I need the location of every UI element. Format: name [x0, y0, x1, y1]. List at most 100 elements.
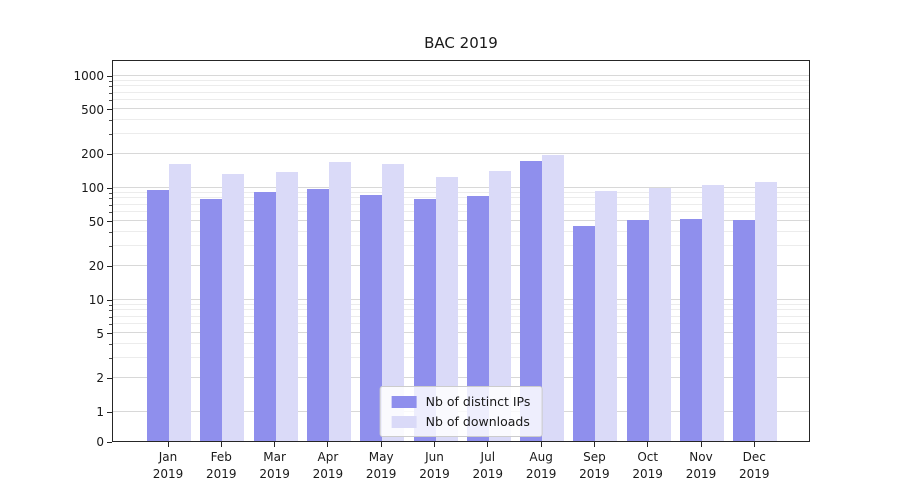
y-tick: [107, 265, 112, 267]
bar-downloads: [382, 164, 405, 441]
bar-distinct-ips: [626, 219, 649, 441]
grid-line-minor: [113, 85, 809, 87]
legend-swatch-downloads-icon: [391, 415, 417, 428]
y-minor-tick: [109, 232, 112, 234]
x-tick: [540, 442, 542, 447]
bar-distinct-ips: [466, 196, 489, 441]
x-tick: [327, 442, 329, 447]
grid-line-minor: [113, 191, 809, 193]
bar-distinct-ips: [360, 194, 383, 441]
x-tick-label: Apr 2019: [312, 450, 344, 481]
x-tick-label: Oct 2019: [632, 450, 663, 481]
y-minor-tick: [109, 192, 112, 194]
bar-distinct-ips: [306, 189, 329, 441]
x-tick-label: Feb 2019: [206, 450, 237, 481]
grid-line-minor: [113, 79, 809, 81]
bar-distinct-ips: [520, 161, 543, 441]
legend-item-distinct-ips: Nb of distinct IPs: [391, 394, 531, 409]
grid-line-minor: [113, 99, 809, 101]
legend-label-distinct-ips: Nb of distinct IPs: [425, 394, 531, 409]
y-tick-label: 1: [96, 405, 104, 419]
bar-distinct-ips: [200, 199, 223, 441]
grid-line-minor: [113, 309, 809, 311]
grid-line-minor: [113, 245, 809, 247]
y-tick-label: 1000: [73, 69, 104, 83]
x-tick-label: Dec 2019: [739, 450, 770, 481]
grid-line-minor: [113, 197, 809, 199]
grid-line-minor: [113, 315, 809, 317]
grid-line-minor: [113, 357, 809, 359]
y-tick: [107, 187, 112, 189]
x-tick-label: Nov 2019: [685, 450, 717, 481]
bar-downloads: [755, 182, 778, 441]
x-tick-label: Sep 2019: [579, 450, 610, 481]
y-tick-label: 2: [96, 371, 104, 386]
bar-downloads: [595, 191, 618, 441]
bar-downloads: [488, 170, 511, 441]
y-tick-label: 10: [88, 293, 104, 307]
x-tick: [274, 442, 276, 447]
x-tick: [753, 442, 755, 447]
grid-line-minor: [113, 91, 809, 93]
y-minor-tick: [109, 120, 112, 122]
y-minor-tick: [109, 92, 112, 94]
y-minor-tick: [109, 204, 112, 206]
y-minor-tick: [109, 246, 112, 248]
y-tick: [107, 441, 112, 443]
legend-label-downloads: Nb of downloads: [425, 414, 530, 429]
grid-line-minor: [113, 343, 809, 345]
grid-line: [113, 74, 809, 76]
grid-line-minor: [113, 211, 809, 213]
y-tick-label: 200: [81, 147, 104, 162]
y-minor-tick: [109, 134, 112, 136]
y-tick-label: 20: [88, 259, 104, 274]
x-tick: [220, 442, 222, 447]
bar-distinct-ips: [573, 225, 596, 441]
y-tick: [107, 153, 112, 155]
grid-line: [113, 298, 809, 300]
bar-distinct-ips: [147, 189, 169, 441]
chart-title: BAC 2019: [424, 34, 498, 52]
y-minor-tick: [109, 324, 112, 326]
y-minor-tick: [109, 100, 112, 102]
bar-distinct-ips: [680, 218, 702, 441]
bar-distinct-ips: [253, 192, 276, 441]
y-tick-label: 0: [96, 435, 104, 449]
bar-downloads: [328, 161, 351, 441]
x-tick-label: Mar 2019: [259, 450, 290, 481]
x-tick-label: Jun 2019: [419, 450, 450, 481]
bar-distinct-ips: [413, 199, 436, 441]
y-tick: [107, 75, 112, 77]
y-minor-tick: [109, 86, 112, 88]
y-tick: [107, 221, 112, 223]
y-tick: [107, 333, 112, 335]
grid-line: [113, 264, 809, 266]
bar-downloads: [169, 164, 191, 441]
y-minor-tick: [109, 316, 112, 318]
plot-area: Nb of distinct IPs Nb of downloads: [112, 60, 810, 442]
y-tick: [107, 109, 112, 111]
y-minor-tick: [109, 304, 112, 306]
y-tick-label: 500: [81, 102, 104, 117]
bar-downloads: [648, 187, 671, 441]
y-tick: [107, 377, 112, 379]
bar-downloads: [702, 185, 724, 441]
grid-line: [113, 108, 809, 110]
legend-item-downloads: Nb of downloads: [391, 414, 531, 429]
bar-downloads: [435, 176, 458, 441]
grid-line-minor: [113, 323, 809, 325]
x-tick: [434, 442, 435, 447]
x-tick-label: Aug 2019: [525, 450, 557, 481]
y-minor-tick: [109, 358, 112, 360]
x-tick: [647, 442, 649, 447]
x-tick-label: May 2019: [365, 450, 397, 481]
bar-distinct-ips: [733, 219, 756, 441]
grid-line-minor: [113, 133, 809, 135]
bar-downloads: [542, 154, 565, 441]
grid-line: [113, 376, 809, 378]
y-tick-label: 100: [81, 181, 104, 195]
y-tick: [107, 411, 112, 413]
y-minor-tick: [109, 344, 112, 346]
y-tick: [107, 299, 112, 301]
